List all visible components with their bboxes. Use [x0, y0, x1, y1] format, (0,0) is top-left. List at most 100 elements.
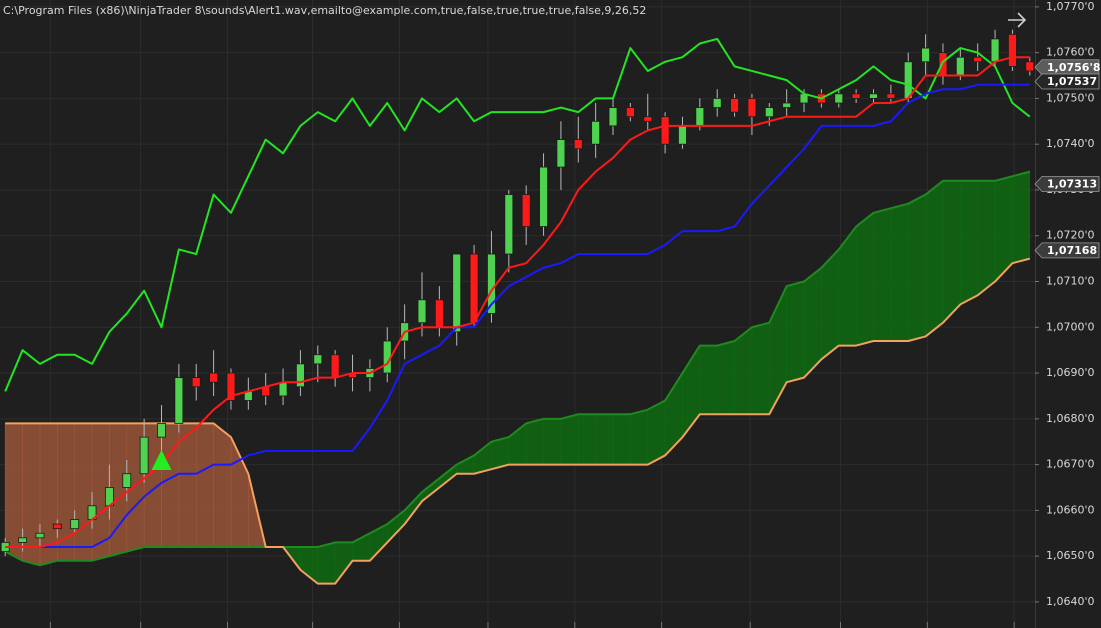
price-marker-label: 1,07313 — [1047, 178, 1097, 191]
indicator-line — [4, 37, 1031, 392]
candle-body — [678, 125, 687, 145]
candle-body — [903, 61, 913, 99]
candle-body — [834, 93, 844, 104]
signal-triangle — [151, 450, 172, 471]
cloud-segment — [525, 418, 544, 465]
indicator-line — [5, 56, 1030, 548]
cloud-segment — [699, 345, 718, 415]
candle-body — [660, 116, 670, 145]
candle-body — [278, 381, 288, 397]
cloud-segment — [630, 409, 649, 465]
cloud-segment — [612, 413, 631, 465]
candle-body — [556, 139, 566, 168]
y-tick-label: 1,0720'0 — [1046, 229, 1095, 242]
cloud-segment — [960, 180, 978, 305]
candle-body — [573, 139, 583, 150]
candle-body — [591, 120, 601, 145]
cloud-segment — [317, 542, 336, 584]
candle-body — [886, 93, 896, 99]
candle-body — [851, 93, 861, 99]
cloud-segment — [178, 423, 197, 548]
y-tick-label: 1,0690'0 — [1046, 366, 1095, 379]
candle-body — [52, 523, 62, 530]
candle-body — [469, 253, 479, 324]
cloud-segment — [22, 423, 41, 566]
y-tick-label: 1,0660'0 — [1046, 503, 1095, 516]
y-tick-label: 1,0680'0 — [1046, 412, 1095, 425]
y-tick-label: 1,0740'0 — [1046, 137, 1095, 150]
cloud-segment — [786, 281, 805, 383]
price-marker-label: 1,0756'8 — [1047, 61, 1100, 74]
cloud-segment — [890, 203, 909, 342]
candle-body — [18, 537, 27, 543]
candle-body — [730, 98, 739, 113]
y-tick-label: 1,0760'0 — [1046, 46, 1095, 59]
candle-body — [712, 98, 722, 108]
cloud-segment — [595, 413, 614, 465]
y-tick-label: 1,0640'0 — [1046, 595, 1095, 608]
cloud-segment — [873, 207, 892, 342]
cloud-segment — [543, 418, 562, 465]
y-tick-label: 1,0700'0 — [1046, 320, 1095, 333]
price-marker-label: 1,07168 — [1047, 244, 1097, 257]
price-marker-label: 1,07537 — [1047, 75, 1097, 88]
y-tick-label: 1,0650'0 — [1046, 549, 1095, 562]
candle-body — [869, 93, 878, 99]
candle-body — [521, 194, 531, 227]
price-marker — [1034, 73, 1100, 90]
price-axis: 1,0640'0 1,0650'0 1,0660'0 1,0670'0 1,0680'0… — [1034, 0, 1100, 608]
price-marker — [1034, 176, 1100, 192]
candle-body — [157, 422, 166, 438]
candle-body — [35, 532, 45, 539]
cloud-segment — [855, 212, 874, 346]
candle-body — [191, 377, 201, 388]
cloud-segment — [716, 340, 735, 415]
candle-body — [330, 354, 340, 379]
candle-body — [139, 436, 149, 475]
candle-body — [209, 372, 218, 383]
cloud-segment — [977, 180, 996, 296]
cloud-segment — [577, 413, 596, 465]
candle-body — [764, 107, 774, 118]
candle-body — [921, 47, 930, 63]
candle-body — [504, 194, 514, 255]
cloud-segment — [560, 413, 579, 465]
span-a-line — [4, 170, 1031, 567]
candle-body — [226, 372, 236, 401]
y-tick-label: 1,0770'0 — [1046, 0, 1095, 13]
candle-body — [990, 38, 1000, 63]
cloud-segment — [925, 180, 944, 338]
price-marker — [1034, 59, 1100, 76]
candle-body — [608, 107, 618, 127]
candle-body — [539, 166, 548, 227]
candle-body — [122, 473, 132, 488]
cloud-segment — [647, 400, 666, 466]
candle-body — [70, 519, 80, 530]
candle-body — [955, 56, 965, 76]
indicator-line — [5, 83, 1030, 548]
candle-body — [174, 377, 184, 424]
candle-body — [973, 56, 983, 63]
cloud-segment — [74, 423, 93, 562]
candle-body — [695, 107, 705, 127]
chart-title: C:\Program Files (x86)\NinjaTrader 8\sou… — [3, 4, 646, 17]
cloud-segment — [1012, 171, 1031, 264]
cloud-segment — [213, 422, 232, 548]
arrow-icon[interactable] — [1008, 12, 1027, 28]
candle-body — [417, 299, 427, 324]
candle-body — [1008, 33, 1017, 67]
price-marker — [1034, 242, 1100, 259]
candle-body — [452, 253, 462, 333]
candle-body — [747, 98, 757, 118]
candle-body — [1025, 61, 1035, 72]
candle-body — [313, 354, 323, 365]
cloud-segment — [907, 194, 926, 342]
candle-body — [296, 363, 305, 388]
candle-body — [625, 107, 635, 118]
cloud-segment — [734, 326, 753, 415]
y-tick-label: 1,0750'0 — [1046, 91, 1095, 104]
candle-body — [643, 116, 653, 122]
cloud-segment — [942, 180, 961, 324]
